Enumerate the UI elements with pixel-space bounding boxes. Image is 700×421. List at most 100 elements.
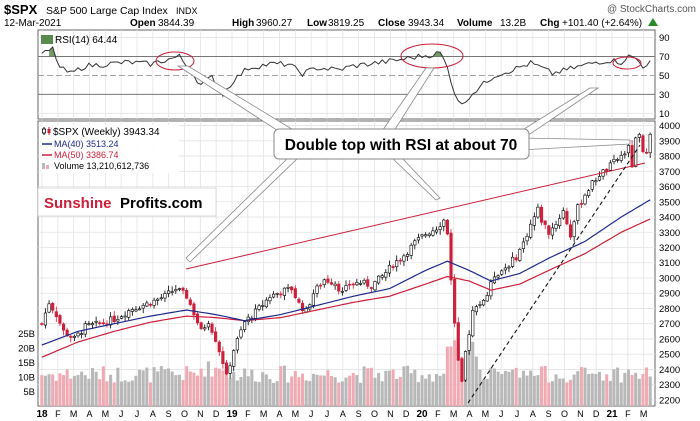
candle-body	[123, 315, 127, 318]
volume-bar	[453, 340, 457, 406]
candle-body	[210, 323, 214, 333]
x-tick-label: S	[546, 409, 552, 419]
volume-bar	[156, 371, 160, 406]
index-name: S&P 500 Large Cap Index	[46, 5, 169, 17]
high-label: High	[232, 18, 254, 29]
candle-body	[384, 272, 388, 278]
candle-body	[293, 288, 297, 298]
volume-bar	[232, 372, 236, 406]
candle-body	[315, 285, 319, 294]
volume-bar	[626, 369, 630, 406]
candle-body	[453, 279, 457, 324]
volume-bar	[416, 382, 420, 406]
candle-body	[514, 257, 518, 261]
x-tick-label: M	[482, 409, 490, 419]
volume-bar	[463, 361, 468, 406]
volume-bar	[605, 374, 609, 406]
x-tick-label: J	[325, 409, 330, 419]
volume-bar	[525, 375, 529, 406]
candle-body	[76, 332, 80, 337]
volume-bar	[387, 370, 391, 406]
candle-body	[319, 284, 323, 287]
candle-body	[268, 297, 272, 302]
volume-bar	[536, 375, 540, 406]
candle-body	[511, 256, 515, 267]
volume-bar	[500, 374, 504, 406]
brand-part2: Profits.com	[120, 195, 203, 212]
volume-bar	[43, 375, 47, 406]
volume-bar	[315, 374, 319, 406]
rsi-legend: RSI(14) 64.44	[41, 35, 118, 46]
volume-bar	[246, 376, 250, 406]
candle-body	[594, 180, 598, 183]
x-tick-label: J	[499, 409, 504, 419]
volume-bar	[442, 373, 446, 406]
volume-bar	[123, 380, 127, 406]
candle-body	[224, 362, 229, 375]
volume-bar	[170, 371, 174, 406]
rsi-tick-label: 10	[659, 109, 670, 120]
candle-body	[243, 321, 247, 330]
volume-bar	[159, 366, 163, 406]
x-tick-label: M	[292, 409, 300, 419]
volume-bar	[163, 369, 167, 406]
volume-bar	[540, 366, 544, 406]
exchange-label: INDX	[176, 6, 198, 16]
candle-body	[565, 211, 569, 225]
volume-bar	[290, 376, 294, 406]
annotation-box	[273, 128, 530, 160]
volume-bar	[579, 366, 583, 406]
volume-bar	[369, 367, 373, 406]
x-tick-label: A	[276, 409, 282, 419]
candle-body	[366, 279, 370, 287]
candle-body	[141, 305, 145, 309]
price-tick-label: 2400	[659, 365, 680, 376]
volume-bar	[301, 373, 305, 406]
volume-bar	[485, 378, 489, 406]
volume-bar	[203, 376, 207, 406]
x-tick-label: D	[593, 409, 600, 419]
close-value: 3943.34	[408, 18, 445, 29]
candle-body	[286, 286, 290, 289]
volume-bar	[239, 377, 243, 406]
volume-bar	[344, 377, 348, 406]
candle-body	[626, 145, 631, 154]
volume-bar	[119, 381, 124, 406]
volume-bar	[112, 382, 116, 406]
candle-body	[572, 221, 576, 237]
candle-body	[579, 203, 583, 205]
candle-body	[568, 224, 573, 238]
volume-bar	[409, 373, 413, 406]
volume-bar	[554, 374, 558, 406]
volume-bar	[54, 380, 58, 406]
volume-bar	[601, 380, 605, 406]
volume-bar	[275, 381, 279, 406]
volume-bar	[435, 373, 439, 406]
candle-body	[58, 315, 62, 324]
x-tick-label: M	[70, 409, 78, 419]
volume-bar	[80, 371, 84, 406]
candle-body	[98, 322, 102, 325]
volume-bar	[474, 356, 478, 406]
volume-bar	[185, 366, 189, 406]
x-tick-label: A	[466, 409, 472, 419]
volume-bar	[224, 373, 229, 406]
candle-body	[221, 351, 225, 364]
price-tick-label: 4000	[659, 121, 680, 132]
volume-bar	[358, 382, 363, 406]
volume-bar	[478, 369, 482, 406]
candle-body	[460, 358, 464, 382]
volume-bar	[58, 373, 62, 406]
volume-bar	[217, 368, 221, 406]
price-tick-label: 2800	[659, 304, 680, 315]
x-tick-label: F	[245, 409, 251, 419]
price-tick-label: 3100	[659, 258, 680, 269]
candle-body	[558, 218, 562, 227]
ma50-line	[41, 218, 651, 358]
legend-ma50: MA(50) 3386.74	[54, 150, 119, 160]
rsi-tick-label: 90	[659, 33, 670, 44]
volume-bar	[141, 370, 145, 406]
candle-body	[348, 283, 352, 286]
candle-body	[166, 290, 171, 294]
candle-body	[471, 309, 475, 337]
